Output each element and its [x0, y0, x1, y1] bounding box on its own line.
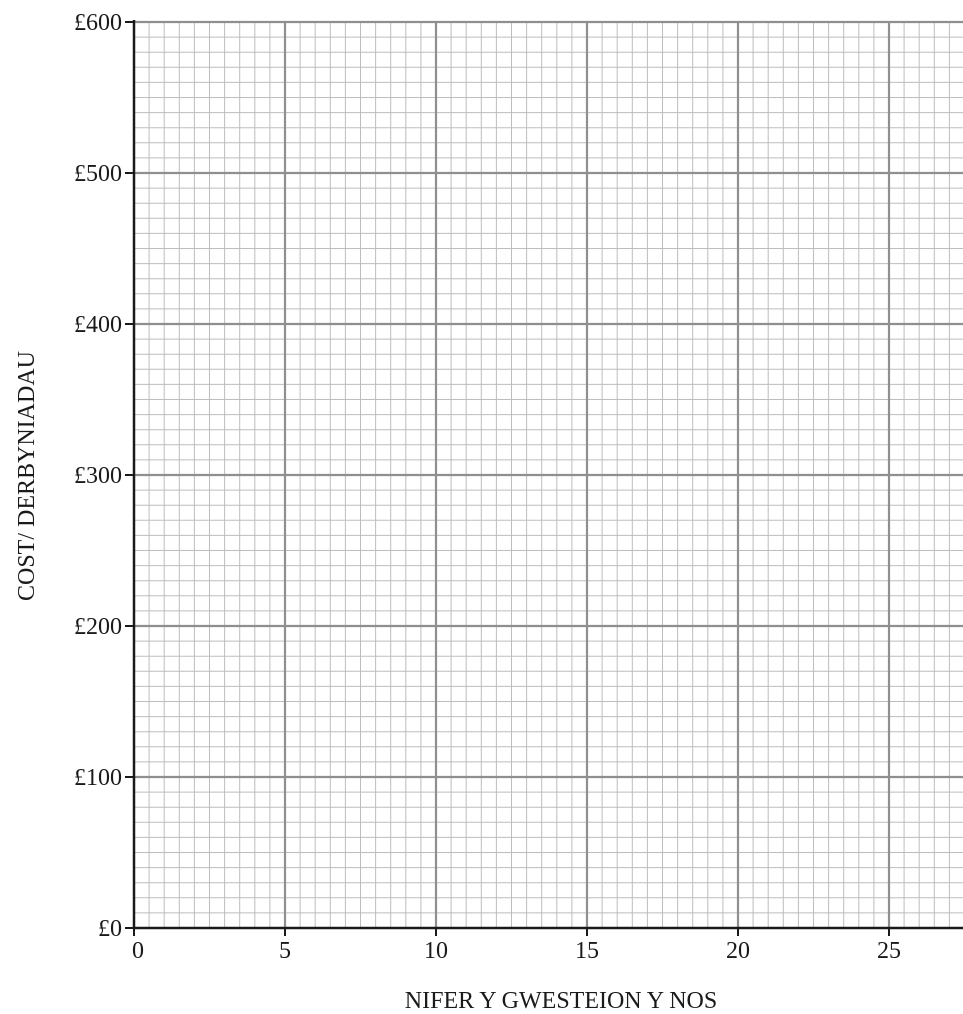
- x-tick-label: 15: [575, 938, 599, 964]
- y-tick-label: £400: [74, 312, 122, 338]
- y-tick-label: £0: [98, 916, 122, 942]
- x-tick-label: 0: [132, 938, 144, 964]
- x-axis-title: NIFER Y GWESTEION Y NOS: [405, 988, 717, 1014]
- x-tick-label: 20: [726, 938, 750, 964]
- major-grid: [134, 20, 963, 928]
- y-tick-label: £200: [74, 614, 122, 640]
- x-tick-label: 5: [279, 938, 291, 964]
- y-tick-label: £300: [74, 463, 122, 489]
- x-tick-label: 25: [877, 938, 901, 964]
- y-tick-label: £500: [74, 161, 122, 187]
- axes: [125, 20, 963, 936]
- y-tick-label: £100: [74, 765, 122, 791]
- x-tick-labels: 0 5 10 15 20 25: [132, 938, 901, 964]
- y-tick-labels: £0 £100 £200 £300 £400 £500 £600: [74, 10, 122, 942]
- x-tick-label: 10: [424, 938, 448, 964]
- y-axis-title: COST/ DERBYNIADAU: [14, 351, 40, 601]
- y-tick-label: £600: [74, 10, 122, 36]
